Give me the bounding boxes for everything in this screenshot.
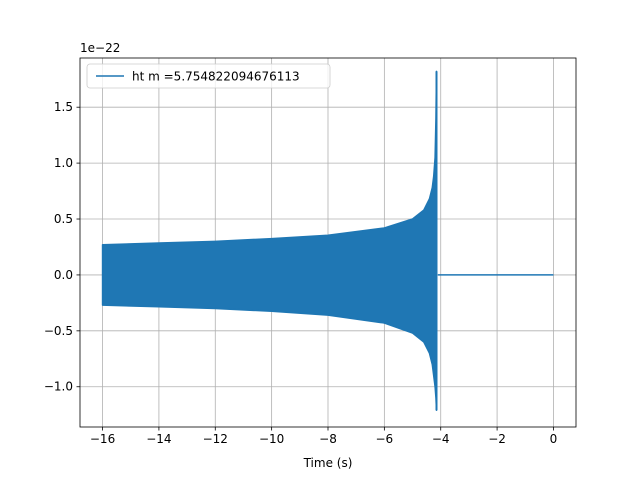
x-tick-label: −8 [319, 432, 337, 446]
plot-area [101, 70, 554, 411]
y-axis: −1.0 −0.5 0.0 0.5 1.0 1.5 [44, 100, 80, 394]
legend-label: ht m =5.754822094676113 [132, 70, 300, 84]
y-tick-label: 1.5 [54, 100, 73, 114]
x-tick-label: −12 [203, 432, 228, 446]
y-tick-label: −1.0 [44, 380, 73, 394]
legend-box [86, 63, 331, 89]
y-tick-label: 0.5 [54, 212, 73, 226]
x-tick-label: −10 [259, 432, 284, 446]
x-tick-label: −6 [376, 432, 394, 446]
y-tick-label: 0.0 [54, 268, 73, 282]
x-tick-label: 0 [550, 432, 558, 446]
y-tick-label: −0.5 [44, 324, 73, 338]
x-axis-label: Time (s) [303, 456, 353, 470]
series-line-chirp [101, 70, 438, 411]
x-tick-label: −4 [432, 432, 450, 446]
x-tick-label: −14 [146, 432, 171, 446]
x-tick-label: −2 [488, 432, 506, 446]
x-tick-label: −16 [90, 432, 115, 446]
legend: ht m =5.754822094676113 [86, 63, 331, 89]
y-tick-label: 1.0 [54, 156, 73, 170]
y-offset-label: 1e−22 [80, 41, 120, 55]
x-axis: −16 −14 −12 −10 −8 −6 −4 −2 0 [90, 427, 557, 446]
